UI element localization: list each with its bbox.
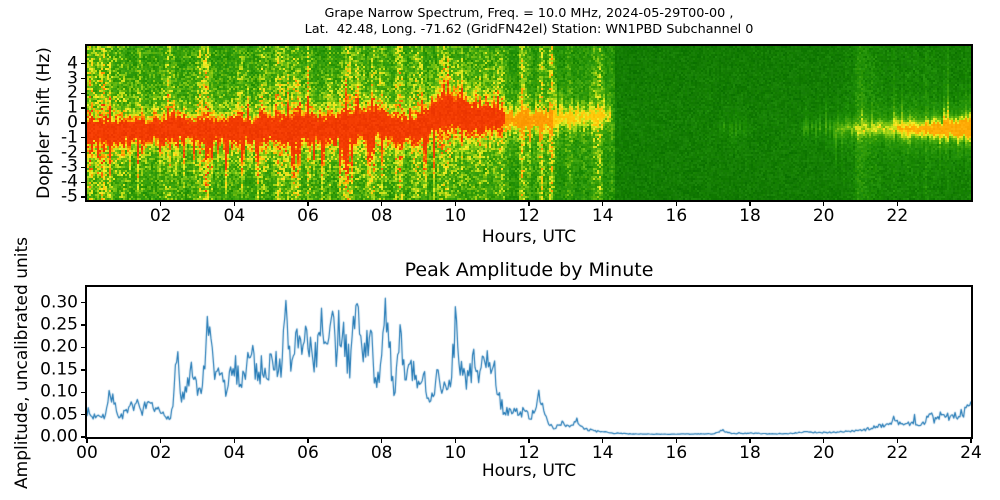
peak-amplitude-ytick-mark: [81, 369, 85, 371]
doppler-spectrogram-xtick-mark: [896, 202, 899, 206]
doppler-spectrogram-ytick-mark: [81, 92, 85, 95]
doppler-spectrogram-ytick-mark: [81, 166, 85, 169]
doppler-spectrogram-xtick-label-08: 08: [370, 206, 393, 226]
peak-amplitude-xtick-mark: [380, 439, 383, 443]
peak-amplitude-xtick-label-00: 00: [76, 443, 98, 463]
doppler-spectrogram-ytick-label-1: 1: [67, 97, 78, 118]
doppler-spectrogram-ytick-label--2: -2: [61, 142, 78, 163]
peak-amplitude-ytick-mark: [81, 391, 85, 393]
peak-amplitude-ytick-mark: [81, 324, 85, 326]
doppler-spectrogram-xtick-mark: [380, 202, 383, 206]
doppler-spectrogram-xtick-label-12: 12: [518, 206, 540, 226]
doppler-spectrogram-xtick-label-04: 04: [223, 206, 246, 226]
peak-amplitude-xtick-mark: [749, 439, 751, 443]
peak-amplitude-ytick-label-0.05: 0.05: [40, 404, 78, 425]
peak-amplitude-xtick-label-14: 14: [591, 443, 614, 463]
peak-amplitude-xtick-mark: [86, 439, 88, 443]
doppler-spectrogram-ytick-label-0: 0: [67, 112, 78, 133]
peak-amplitude-xtick-label-24: 24: [960, 443, 982, 463]
peak-amplitude-xtick-mark: [970, 439, 972, 443]
doppler-spectrogram-xtick-mark: [749, 202, 751, 206]
peak-amplitude-xtick-label-20: 20: [812, 443, 835, 463]
peak-amplitude-ytick-mark: [81, 436, 85, 438]
peak-amplitude-xtick-label-06: 06: [297, 443, 319, 463]
peak-amplitude-xtick-label-04: 04: [223, 443, 246, 463]
peak-amplitude-xtick-label-18: 18: [739, 443, 761, 463]
peak-amplitude-ytick-label-0.10: 0.10: [40, 381, 78, 402]
doppler-spectrogram-xtick-mark: [233, 202, 236, 206]
doppler-spectrogram-ytick-mark: [81, 107, 85, 109]
peak-amplitude-ytick-mark: [81, 346, 85, 349]
peak-amplitude-xtick-label-16: 16: [665, 443, 688, 463]
doppler-spectrogram-ytick-label-3: 3: [67, 68, 78, 89]
doppler-spectrogram-xtick-mark: [822, 202, 825, 206]
peak-amplitude-ytick-label-0.20: 0.20: [40, 336, 78, 357]
doppler-spectrogram-ytick-label--4: -4: [61, 171, 78, 192]
peak-amplitude-xtick-label-22: 22: [886, 443, 909, 463]
peak-amplitude-ytick-label-0.15: 0.15: [40, 359, 78, 380]
peak-amplitude-xtick-mark: [528, 439, 530, 443]
spectrogram-x-axis-label: Hours, UTC: [481, 227, 577, 247]
doppler-spectrogram-xtick-mark: [675, 202, 678, 206]
figure-title-line2: Lat. 42.48, Long. -71.62 (GridFN42el) St…: [304, 22, 754, 37]
doppler-spectrogram-ytick-mark: [81, 122, 85, 124]
doppler-spectrogram-ytick-label--3: -3: [61, 156, 78, 177]
doppler-spectrogram-ytick-mark: [81, 196, 85, 198]
doppler-spectrogram-ytick-mark: [81, 151, 85, 154]
peak-amplitude-ytick-mark: [81, 413, 85, 416]
peak-amplitude-xtick-mark: [307, 439, 309, 443]
peak-amplitude-ytick-label-0.00: 0.00: [40, 426, 78, 447]
doppler-spectrogram-xtick-label-20: 20: [812, 206, 835, 226]
peak-amplitude-xtick-mark: [822, 439, 825, 443]
doppler-spectrogram-xtick-label-10: 10: [444, 206, 467, 226]
peak-amplitude-xtick-mark: [233, 439, 236, 443]
doppler-spectrogram-xtick-label-06: 06: [297, 206, 319, 226]
doppler-spectrogram-xtick-mark: [601, 202, 604, 206]
doppler-spectrogram-xtick-label-02: 02: [149, 206, 172, 226]
peak-amplitude-xtick-mark: [159, 439, 162, 443]
peak-amplitude-xtick-mark: [601, 439, 604, 443]
doppler-spectrogram-ytick-label--1: -1: [61, 127, 78, 148]
doppler-spectrogram-xtick-label-18: 18: [739, 206, 761, 226]
peak-amplitude-xtick-mark: [454, 439, 457, 443]
peak-amplitude-ytick-mark: [81, 301, 85, 304]
doppler-spectrogram-xtick-mark: [454, 202, 457, 206]
spectrogram-plot: [87, 46, 971, 200]
amplitude-plot-title: Peak Amplitude by Minute: [404, 259, 654, 281]
doppler-spectrogram-xtick-mark: [159, 202, 162, 206]
peak-amplitude-xtick-mark: [675, 439, 678, 443]
doppler-spectrogram-ytick-label--5: -5: [61, 186, 78, 207]
doppler-spectrogram-ytick-mark: [81, 63, 85, 65]
doppler-spectrogram-xtick-label-22: 22: [886, 206, 909, 226]
peak-amplitude-xtick-mark: [896, 439, 899, 443]
doppler-spectrogram-ytick-label-2: 2: [67, 82, 78, 103]
doppler-spectrogram-ytick-label-4: 4: [67, 53, 78, 74]
peak-amplitude-xtick-label-02: 02: [149, 443, 172, 463]
amplitude-x-axis-label: Hours, UTC: [481, 461, 577, 481]
doppler-spectrogram-xtick-mark: [307, 202, 309, 206]
figure-title-line1: Grape Narrow Spectrum, Freq. = 10.0 MHz,…: [324, 6, 734, 21]
peak-amplitude-ytick-label-0.25: 0.25: [40, 314, 78, 335]
doppler-spectrogram-ytick-mark: [81, 137, 85, 139]
doppler-spectrogram-xtick-label-16: 16: [665, 206, 688, 226]
doppler-spectrogram-xtick-label-14: 14: [591, 206, 614, 226]
doppler-spectrogram-xtick-mark: [528, 202, 530, 206]
doppler-spectrogram-ytick-mark: [81, 77, 85, 80]
amplitude-plot: [87, 287, 971, 437]
peak-amplitude-xtick-label-12: 12: [518, 443, 540, 463]
doppler-spectrogram-ytick-mark: [81, 181, 85, 183]
peak-amplitude-ytick-label-0.30: 0.30: [40, 292, 78, 313]
peak-amplitude-xtick-label-10: 10: [444, 443, 467, 463]
peak-amplitude-xtick-label-08: 08: [370, 443, 393, 463]
